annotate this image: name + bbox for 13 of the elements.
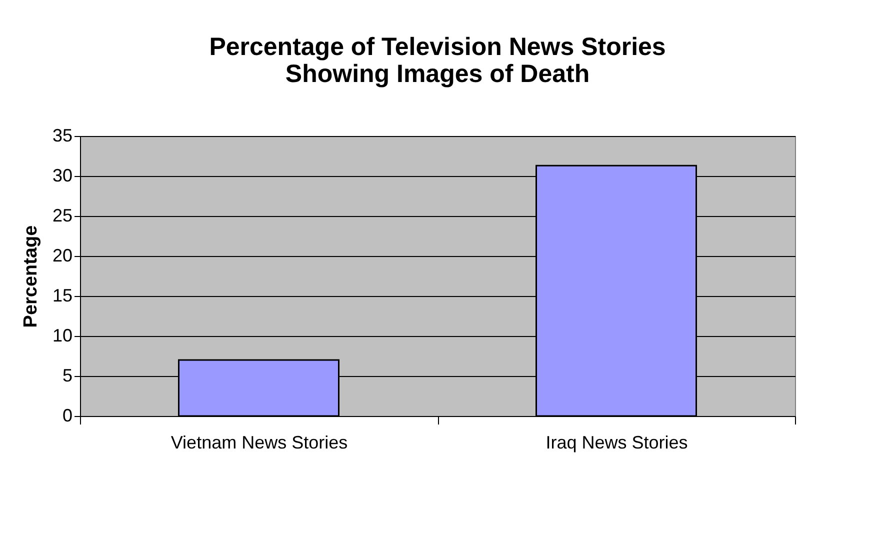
y-axis-title: Percentage — [20, 225, 42, 328]
y-tick-label: 25 — [52, 206, 72, 226]
y-tick-label: 35 — [52, 126, 72, 146]
y-tick-label: 20 — [52, 246, 72, 266]
y-tick-label: 30 — [52, 166, 72, 186]
x-tick-label: Iraq News Stories — [546, 432, 688, 452]
y-tick-label: 0 — [62, 406, 72, 426]
text: Percentage of Television News Stories — [209, 33, 666, 61]
y-tick-label: 15 — [52, 286, 72, 306]
x-tick-label: Vietnam News Stories — [170, 432, 348, 452]
text: Showing Images of Death — [285, 60, 590, 88]
y-tick-label: 10 — [52, 326, 72, 346]
y-tick-label: 5 — [62, 366, 72, 386]
